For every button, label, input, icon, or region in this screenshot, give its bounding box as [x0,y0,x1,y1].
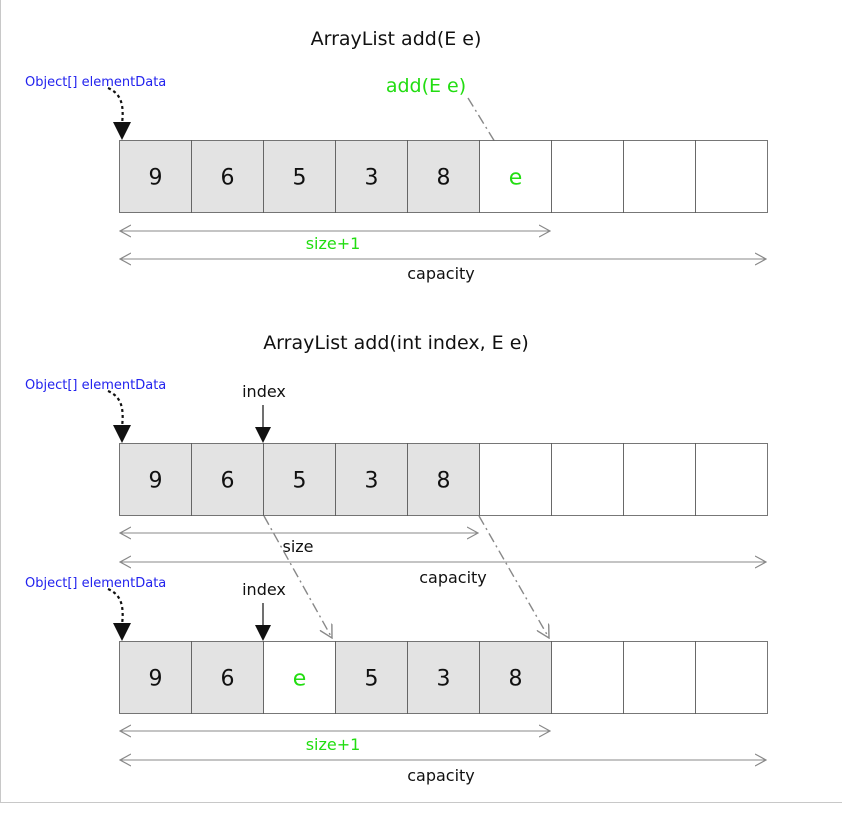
panel-1-array-cell-8 [695,140,768,213]
panel-2-before-pointer-arrow [107,389,124,428]
panel-2-before-index-arrowhead [255,427,271,443]
panel-2-after-pointer-arrowhead [113,623,131,641]
panel-1-pointer-arrowhead [113,122,131,140]
panel-1-array-cell-7 [623,140,696,213]
panel-2-before-array-cell-value-1: 6 [221,469,235,494]
panel-2-after-array-cell-value-0: 9 [149,667,163,692]
panel-2-after-array-cell-3 [335,641,408,714]
panel-2-before-array-cell-7 [623,443,696,516]
panel-2-before-array-cell-3 [335,443,408,516]
panel-2-before-size-label: size [282,537,313,556]
panel-2-after-array: 9 6 e 5 3 8 [119,641,768,714]
panel-1-array-cell-0 [119,140,192,213]
panel-2-after-array-cell-value-1: 6 [221,667,235,692]
panel-1-title: ArrayList add(E e) [311,28,482,50]
panel-2-before-pointer-label: Object[] elementData [25,378,166,393]
panel-2-before-array-cell-0 [119,443,192,516]
panel-add-append: ArrayList add(E e) Object[] elementData … [25,28,768,283]
panel-1-array-cell-value-5: e [509,166,523,191]
panel-2-before-index-label: index [242,382,286,401]
panel-1-size-label: size+1 [306,234,361,253]
panel-2-after-index-label: index [242,580,286,599]
panel-2-after-array-cell-value-3: 5 [365,667,379,692]
panel-2-after-pointer-label: Object[] elementData [25,576,166,591]
panel-1-array-cell-value-1: 6 [221,166,235,191]
panel-2-before-array-cell-8 [695,443,768,516]
panel-2-before-array-cell-value-3: 3 [365,469,379,494]
panel-1-capacity-label: capacity [407,264,475,283]
panel-2-after-size-label: size+1 [306,735,361,754]
panel-2-before-array-cell-6 [551,443,624,516]
panel-2-after-array-cell-1 [191,641,264,714]
panel-1-array-cell-4 [407,140,480,213]
panel-2-before-array-cell-4 [407,443,480,516]
panel-1-call-label: add(E e) [386,75,466,97]
panel-1-array-cell-value-4: 8 [437,166,451,191]
panel-2-after-array-cell-value-5: 8 [509,667,523,692]
panel-2-after-capacity-label: capacity [407,766,475,785]
panel-2-shift-arrow-end [478,515,549,638]
panel-add-at-index: ArrayList add(int index, E e) Object[] e… [25,332,768,785]
panel-2-before-array-cell-2 [263,443,336,516]
panel-1-array-cell-3 [335,140,408,213]
panel-2-after-index-arrowhead [255,625,271,641]
panel-2-after-array-cell-0 [119,641,192,714]
panel-2-before-array-cell-value-0: 9 [149,469,163,494]
panel-2-after-array-cell-6 [551,641,624,714]
panel-2-after-array-cell-value-2: e [293,667,307,692]
panel-1-array-cell-5 [479,140,552,213]
panel-2-after-pointer-arrow [107,587,124,626]
panel-2-title: ArrayList add(int index, E e) [263,332,529,354]
panel-2-before-array-cell-value-2: 5 [293,469,307,494]
panel-2-before-array-cell-5 [479,443,552,516]
panel-1-array-cell-value-3: 3 [365,166,379,191]
panel-2-after-array-cell-7 [623,641,696,714]
panel-1-array-cell-value-0: 9 [149,166,163,191]
panel-1-array-cell-value-2: 5 [293,166,307,191]
panel-2-after-array-cell-value-4: 3 [437,667,451,692]
panel-2-before-pointer-arrowhead [113,425,131,443]
panel-1-pointer-arrow [107,86,124,125]
panel-2-after-array-cell-5 [479,641,552,714]
panel-2-before-array-cell-1 [191,443,264,516]
panel-1-array-cell-2 [263,140,336,213]
panel-2-after-array-cell-8 [695,641,768,714]
panel-2-before-array: 9 6 5 3 8 [119,443,768,516]
panel-2-before-array-cell-value-4: 8 [437,469,451,494]
panel-1-array-cell-6 [551,140,624,213]
panel-1-array: 9 6 5 3 8 e [119,140,768,213]
panel-1-pointer-label: Object[] elementData [25,75,166,90]
panel-2-before-capacity-label: capacity [419,568,487,587]
panel-2-shift-arrow-start [263,515,332,638]
